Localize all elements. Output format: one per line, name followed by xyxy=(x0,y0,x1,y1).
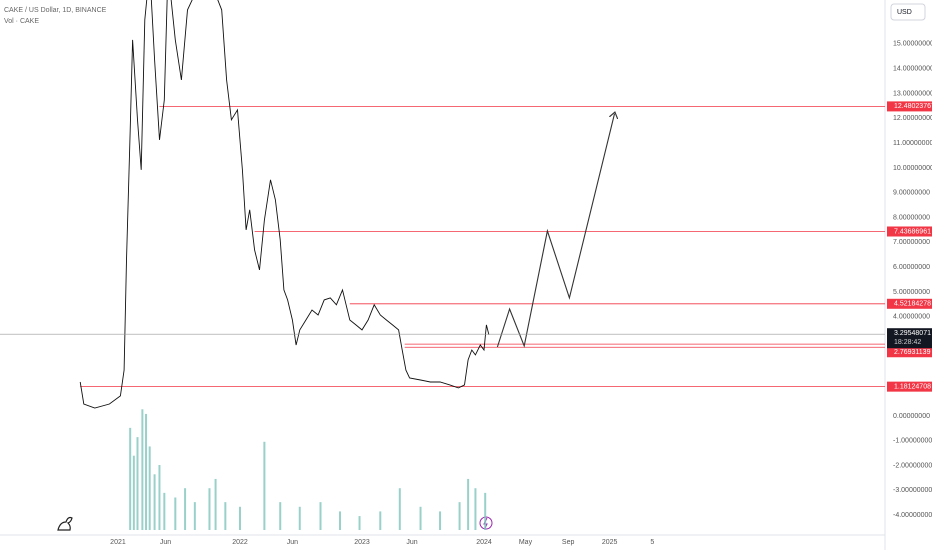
chart-title: CAKE / US Dollar, 1D, BINANCE xyxy=(4,7,107,14)
y-tick-label: 8.00000000 xyxy=(893,214,930,221)
volume-bar xyxy=(158,465,161,530)
y-tick-label: 10.00000000 xyxy=(893,165,932,172)
volume-bar xyxy=(467,478,470,530)
volume-bar xyxy=(379,511,382,530)
x-tick-label: 5 xyxy=(650,539,654,546)
y-tick-label: -2.00000000 xyxy=(893,462,932,469)
volume-bar xyxy=(319,502,322,530)
level-label: 1.18124708 xyxy=(894,383,931,390)
level-label-bg xyxy=(887,381,932,392)
x-tick-label: 2025 xyxy=(602,539,618,546)
y-tick-label: 12.00000000 xyxy=(893,115,932,122)
volume-bar xyxy=(484,492,487,530)
x-tick-label: Jun xyxy=(287,539,298,546)
price-line xyxy=(79,0,490,409)
volume-bar xyxy=(136,437,139,530)
level-label: 12.48023767 xyxy=(894,103,932,110)
volume-bar xyxy=(132,455,135,530)
volume-bar xyxy=(238,506,241,530)
x-tick-label: 2023 xyxy=(354,539,370,546)
level-label-bg xyxy=(887,226,932,237)
x-tick-label: Jun xyxy=(406,539,417,546)
y-tick-label: 9.00000000 xyxy=(893,190,930,197)
y-tick-label: 13.00000000 xyxy=(893,90,932,97)
current-price-bg xyxy=(887,328,932,349)
volume-bar xyxy=(193,502,196,530)
volume-bar xyxy=(148,446,151,530)
y-tick-label: 15.00000000 xyxy=(893,41,932,48)
countdown: 18:28:42 xyxy=(894,339,921,346)
x-tick-label: 2024 xyxy=(476,539,492,546)
y-tick-label: 0.00000000 xyxy=(893,413,930,420)
volume-bar xyxy=(184,488,187,530)
level-label: 2.76931139 xyxy=(894,349,931,356)
logo xyxy=(57,516,73,531)
volume-bar xyxy=(141,409,144,530)
y-tick-label: 7.00000000 xyxy=(893,239,930,246)
current-price-label: 3.29548071 xyxy=(894,330,931,337)
y-tick-label: -4.00000000 xyxy=(893,512,932,519)
x-tick-label: Jun xyxy=(160,539,171,546)
volume-bar xyxy=(214,478,217,530)
currency-button[interactable] xyxy=(890,3,926,21)
y-tick-label: 5.00000000 xyxy=(893,289,930,296)
currency[interactable]: USD xyxy=(897,9,912,16)
y-tick-label: 14.00000000 xyxy=(893,66,932,73)
volume-bar xyxy=(163,492,166,530)
volume-bar xyxy=(419,506,422,530)
level-label-bg xyxy=(887,347,932,358)
y-tick-label: -1.00000000 xyxy=(893,438,932,445)
plot-area xyxy=(79,0,885,530)
volume-bar xyxy=(439,511,442,530)
x-tick-label: May xyxy=(519,539,533,546)
level-label: 4.52184278 xyxy=(894,301,931,308)
volume-bar xyxy=(279,502,282,530)
projection-line xyxy=(496,114,614,348)
volume-bar xyxy=(298,506,301,530)
level-label: 7.43686961 xyxy=(894,228,931,235)
volume-bar xyxy=(224,502,227,530)
volume-bar xyxy=(458,502,461,530)
volume-bar xyxy=(474,488,477,530)
volume-bar xyxy=(263,441,266,530)
level-label-bg xyxy=(887,298,932,309)
volume-bar xyxy=(398,488,401,530)
x-tick-label: Sep xyxy=(562,539,575,546)
y-tick-label: 11.00000000 xyxy=(893,140,932,147)
volume-bar xyxy=(208,488,211,530)
x-tick-label: 2021 xyxy=(110,539,126,546)
volume-bar xyxy=(174,497,177,530)
volume-bar xyxy=(358,516,361,530)
volume-bar xyxy=(153,474,156,530)
x-tick-label: 2022 xyxy=(232,539,248,546)
volume-bar xyxy=(129,427,132,530)
y-tick-label: 6.00000000 xyxy=(893,264,930,271)
level-label-bg xyxy=(887,101,932,112)
chart-subtitle: Vol · CAKE xyxy=(4,18,39,25)
y-tick-label: -3.00000000 xyxy=(893,487,932,494)
y-tick-label: 4.00000000 xyxy=(893,314,930,321)
volume-bar xyxy=(145,413,148,530)
volume-bar xyxy=(339,511,342,530)
